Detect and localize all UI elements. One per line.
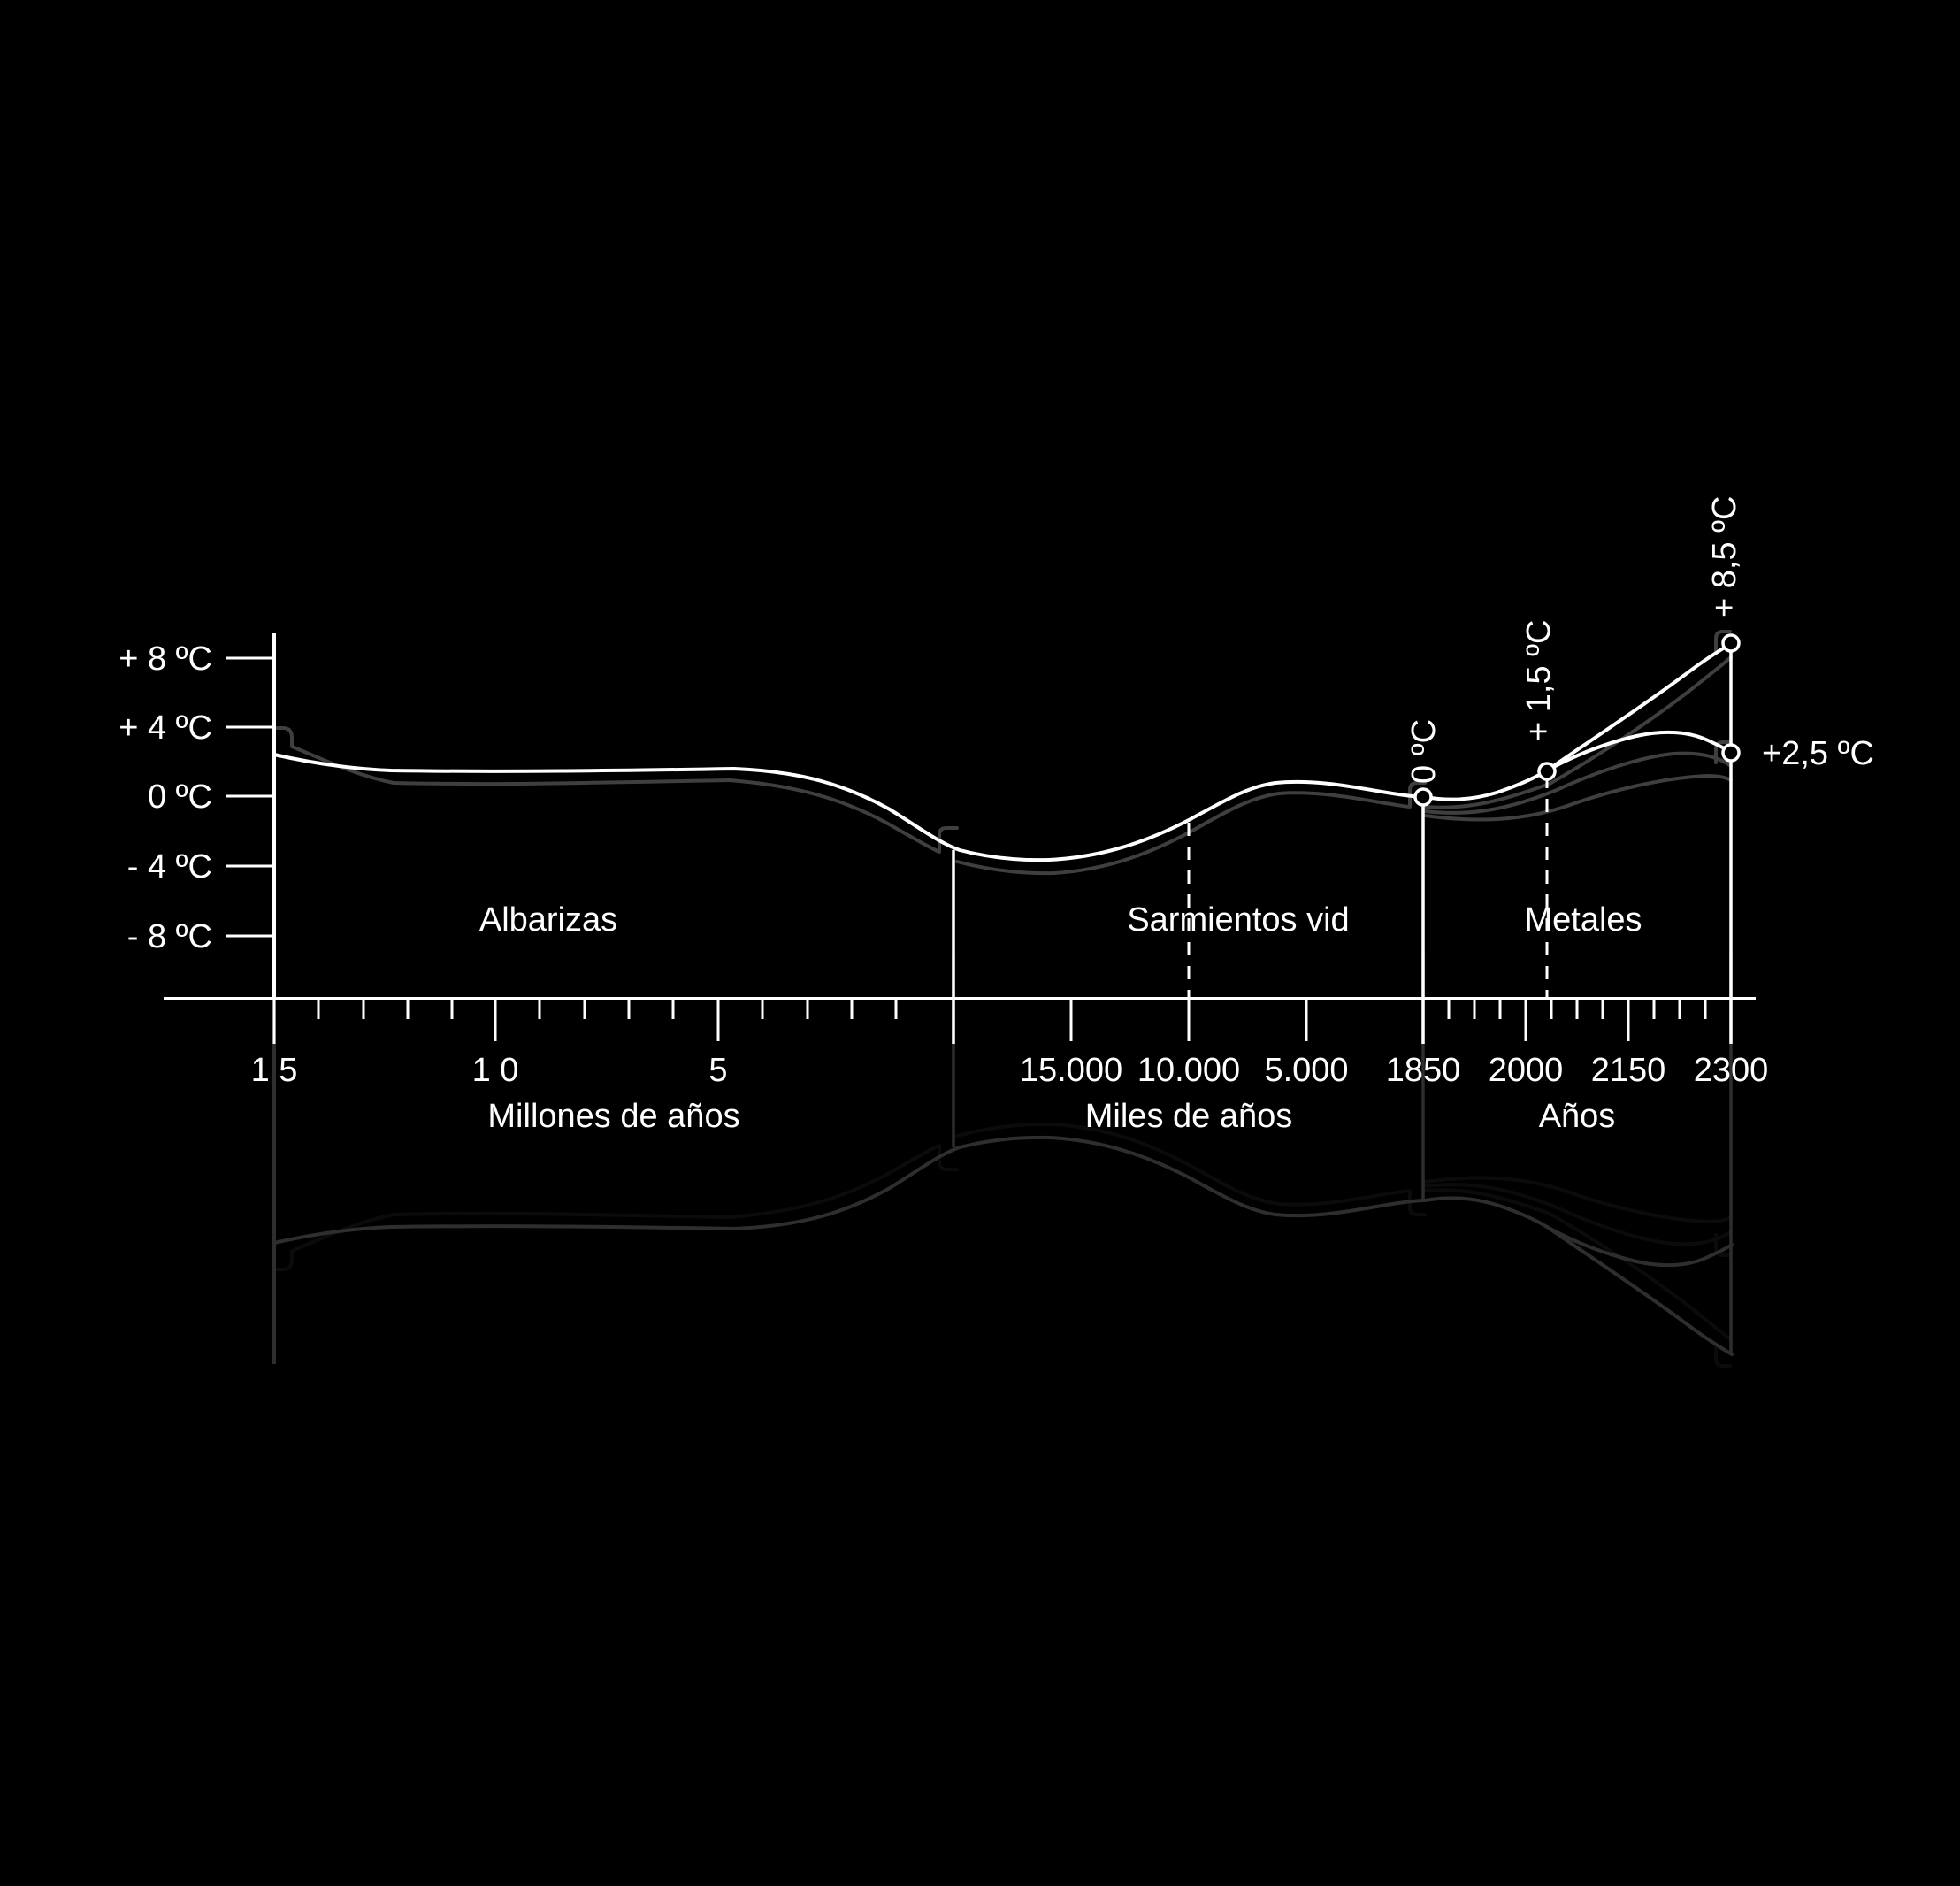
x-axis-minor-ticks [317,999,1707,1019]
axes [164,656,1756,1044]
x-tick-label-5myr: 5 [708,1052,727,1089]
secondary-curve-left [272,726,959,854]
x-axis-name-anios: Años [1539,1098,1616,1135]
main-curve [272,641,1734,862]
x-axis-major-ticks [272,999,1630,1044]
y-axis-labels: + 8 ºC + 4 ºC 0 ºC - 4 ºC - 8 ºC [119,640,212,955]
marker-0c-1850 [1413,787,1433,807]
x-axis-name-miles: Miles de años [1085,1098,1292,1135]
reflection [272,952,1734,1368]
annotation-0c: 0 ºC [1405,719,1443,784]
annotation-8-5c: + 8,5 ºC [1706,496,1743,617]
x-tick-label-2150: 2150 [1591,1052,1666,1089]
secondary-curve-branch-mid [1423,751,1733,815]
region-label-albarizas: Albarizas [479,901,617,939]
annotation-1-5c: + 1,5 ºC [1520,620,1558,741]
y-tick-label-minus8: - 8 ºC [127,918,212,955]
x-tick-label-15myr: 1 5 [251,1052,298,1089]
y-tick-label-plus8: + 8 ºC [119,640,212,678]
x-tick-label-10myr: 1 0 [472,1052,519,1089]
notch-high-scenario [1714,630,1732,654]
x-tick-label-2300: 2300 [1694,1052,1769,1089]
y-tick-label-minus4: - 4 ºC [127,848,212,886]
region-labels: Albarizas Sarmientos vid Metales [479,901,1642,939]
x-axis-section-names: Millones de años Miles de años Años [487,1098,1615,1135]
x-axis-name-millones: Millones de años [487,1098,739,1135]
markers [1413,633,1741,807]
y-tick-label-plus4: + 4 ºC [119,709,212,747]
region-label-metales: Metales [1524,901,1642,939]
x-tick-label-15000: 15.000 [1020,1052,1122,1089]
marker-8-5c-2300 [1721,633,1741,653]
curve-group [272,630,1734,876]
marker-2-5c-2300 [1721,743,1741,763]
annotations: 0 ºC + 1,5 ºC + 8,5 ºC +2,5 ºC [1405,496,1874,784]
y-axis-ticks [226,656,272,938]
region-label-sarmientos: Sarmientos vid [1127,901,1349,939]
secondary-curve-branch-low [1423,774,1733,822]
secondary-curve-branch-high [1423,656,1733,809]
x-axis-labels: 1 5 1 0 5 15.000 10.000 5.000 1850 2000 … [251,1052,1769,1089]
x-tick-label-2000: 2000 [1489,1052,1564,1089]
y-tick-label-zero: 0 ºC [148,778,212,816]
x-tick-label-5000: 5.000 [1264,1052,1348,1089]
section-guide-lines [272,633,1733,1044]
x-tick-label-10000: 10.000 [1137,1052,1240,1089]
marker-1-5c-2030 [1537,762,1557,781]
main-curve-low-branch [1545,730,1734,772]
secondary-curve-middle [955,781,1427,876]
x-tick-label-1850: 1850 [1386,1052,1461,1089]
annotation-2-5c: +2,5 ºC [1762,735,1874,772]
